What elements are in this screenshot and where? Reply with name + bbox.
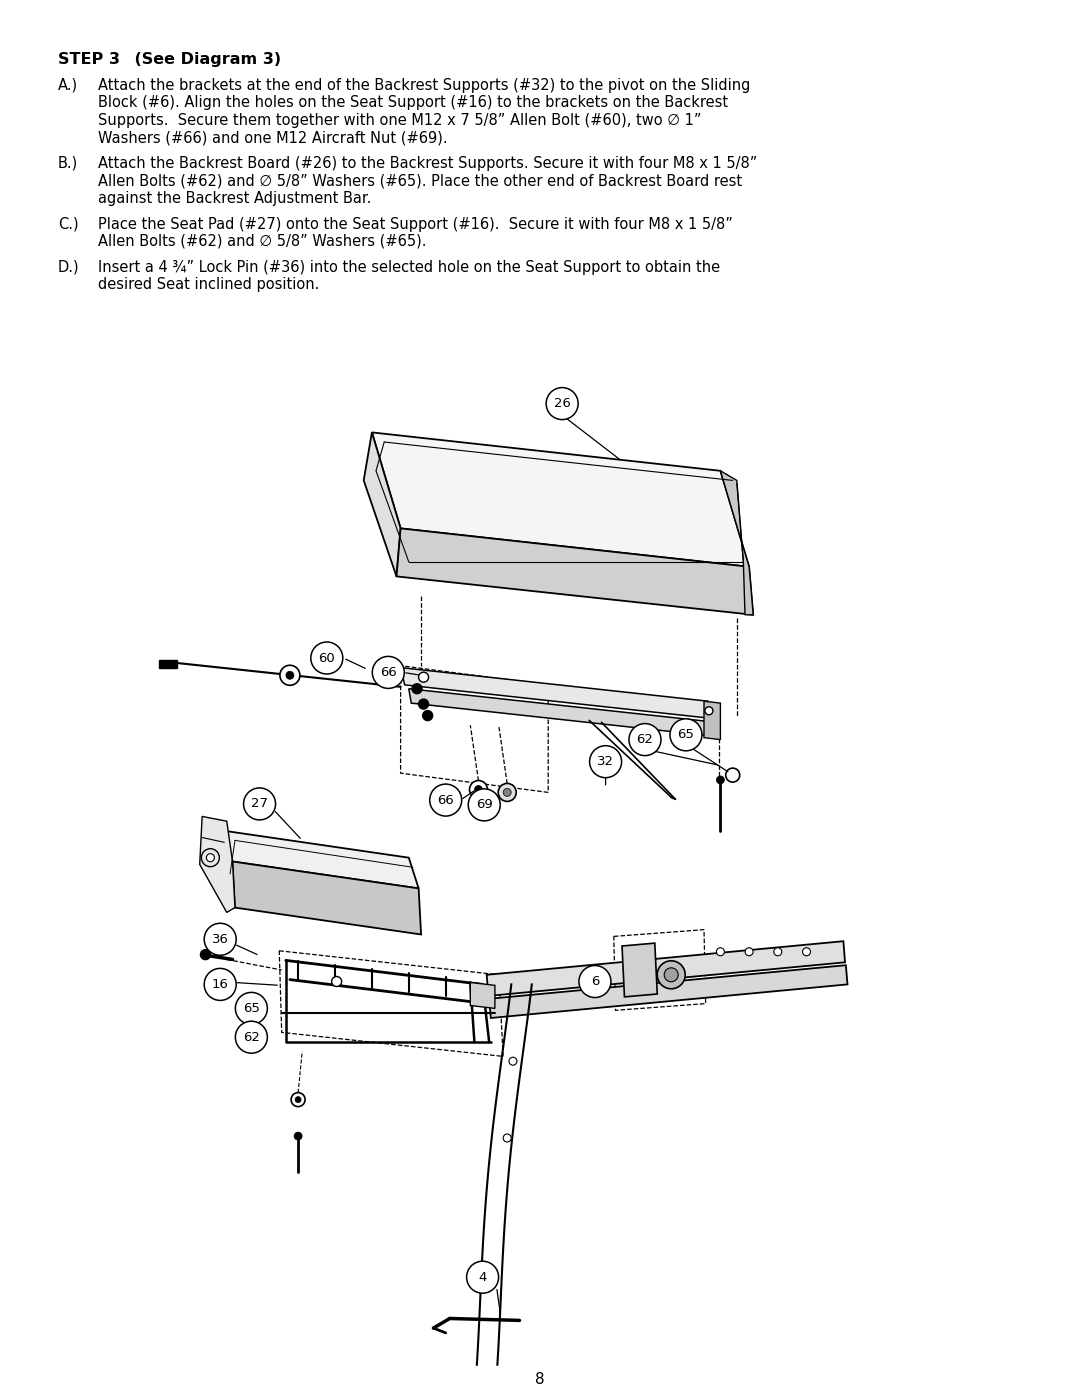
Text: Allen Bolts (#62) and ∅ 5/8” Washers (#65). Place the other end of Backrest Boar: Allen Bolts (#62) and ∅ 5/8” Washers (#6… — [98, 173, 742, 189]
Circle shape — [503, 788, 511, 796]
Circle shape — [470, 781, 487, 799]
Text: Washers (#66) and one M12 Aircraft Nut (#69).: Washers (#66) and one M12 Aircraft Nut (… — [98, 130, 447, 145]
Text: 65: 65 — [243, 1002, 260, 1014]
Circle shape — [280, 665, 300, 686]
Text: 69: 69 — [476, 798, 492, 812]
Text: 16: 16 — [212, 978, 229, 990]
Circle shape — [244, 788, 275, 820]
Circle shape — [235, 1021, 268, 1053]
Circle shape — [509, 1058, 517, 1065]
Text: 65: 65 — [677, 728, 694, 742]
Circle shape — [422, 711, 433, 721]
Text: against the Backrest Adjustment Bar.: against the Backrest Adjustment Bar. — [98, 191, 372, 205]
Circle shape — [430, 784, 462, 816]
Circle shape — [705, 707, 713, 715]
Circle shape — [286, 672, 294, 679]
Text: Attach the brackets at the end of the Backrest Supports (#32) to the pivot on th: Attach the brackets at the end of the Ba… — [98, 78, 751, 94]
Text: 27: 27 — [251, 798, 268, 810]
Circle shape — [726, 768, 740, 782]
Circle shape — [498, 784, 516, 802]
Circle shape — [716, 775, 725, 784]
Circle shape — [546, 387, 578, 419]
Polygon shape — [372, 433, 750, 567]
Text: 32: 32 — [597, 756, 615, 768]
Text: desired Seat inclined position.: desired Seat inclined position. — [98, 277, 320, 292]
Circle shape — [467, 1261, 499, 1294]
Text: (See Diagram 3): (See Diagram 3) — [112, 52, 281, 67]
Polygon shape — [396, 528, 753, 615]
Polygon shape — [364, 433, 401, 577]
Text: B.): B.) — [58, 156, 78, 170]
Polygon shape — [409, 689, 719, 736]
Circle shape — [658, 961, 685, 989]
Circle shape — [332, 977, 341, 986]
Text: Block (#6). Align the holes on the Seat Support (#16) to the brackets on the Bac: Block (#6). Align the holes on the Seat … — [98, 95, 728, 110]
Circle shape — [295, 1097, 301, 1102]
Circle shape — [773, 947, 782, 956]
Circle shape — [474, 785, 483, 793]
Text: STEP 3: STEP 3 — [58, 52, 120, 67]
Circle shape — [419, 672, 429, 682]
Text: Attach the Backrest Board (#26) to the Backrest Supports. Secure it with four M8: Attach the Backrest Board (#26) to the B… — [98, 156, 757, 170]
Circle shape — [411, 683, 422, 694]
Circle shape — [716, 947, 725, 956]
Circle shape — [670, 719, 702, 750]
Circle shape — [204, 968, 237, 1000]
Circle shape — [373, 657, 404, 689]
Circle shape — [201, 950, 211, 960]
Circle shape — [503, 1134, 511, 1141]
Text: 60: 60 — [319, 651, 335, 665]
Circle shape — [235, 992, 268, 1024]
Polygon shape — [225, 831, 419, 888]
Text: 4: 4 — [478, 1271, 487, 1284]
Polygon shape — [720, 471, 753, 615]
Polygon shape — [200, 816, 235, 912]
Text: Supports.  Secure them together with one M12 x 7 5/8” Allen Bolt (#60), two ∅ 1”: Supports. Secure them together with one … — [98, 113, 702, 129]
Polygon shape — [487, 942, 845, 996]
Text: 66: 66 — [437, 793, 454, 806]
Text: 6: 6 — [591, 975, 599, 988]
Text: Place the Seat Pad (#27) onto the Seat Support (#16).  Secure it with four M8 x : Place the Seat Pad (#27) onto the Seat S… — [98, 217, 733, 232]
Polygon shape — [704, 701, 720, 739]
Text: 36: 36 — [212, 933, 229, 946]
Circle shape — [745, 947, 753, 956]
Circle shape — [469, 789, 500, 821]
Bar — [159, 659, 177, 668]
Circle shape — [802, 947, 810, 956]
Text: D.): D.) — [58, 260, 80, 274]
Circle shape — [206, 854, 214, 862]
Polygon shape — [225, 831, 235, 908]
Circle shape — [294, 1132, 302, 1140]
Text: Insert a 4 ¾” Lock Pin (#36) into the selected hole on the Seat Support to obtai: Insert a 4 ¾” Lock Pin (#36) into the se… — [98, 260, 720, 275]
Polygon shape — [622, 943, 658, 997]
Circle shape — [629, 724, 661, 756]
Text: 8: 8 — [536, 1372, 544, 1387]
Circle shape — [664, 968, 678, 982]
Circle shape — [292, 1092, 306, 1106]
Polygon shape — [470, 982, 495, 1009]
Text: Allen Bolts (#62) and ∅ 5/8” Washers (#65).: Allen Bolts (#62) and ∅ 5/8” Washers (#6… — [98, 235, 427, 249]
Text: 62: 62 — [243, 1031, 260, 1044]
Circle shape — [419, 698, 429, 710]
Circle shape — [590, 746, 622, 778]
Text: 66: 66 — [380, 666, 396, 679]
Circle shape — [579, 965, 611, 997]
Circle shape — [311, 643, 342, 673]
Polygon shape — [489, 965, 848, 1018]
Polygon shape — [232, 862, 421, 935]
Text: 26: 26 — [554, 397, 570, 411]
Text: A.): A.) — [58, 78, 78, 94]
Polygon shape — [401, 668, 712, 718]
Text: 62: 62 — [636, 733, 653, 746]
Text: C.): C.) — [58, 217, 79, 232]
Circle shape — [204, 923, 237, 956]
